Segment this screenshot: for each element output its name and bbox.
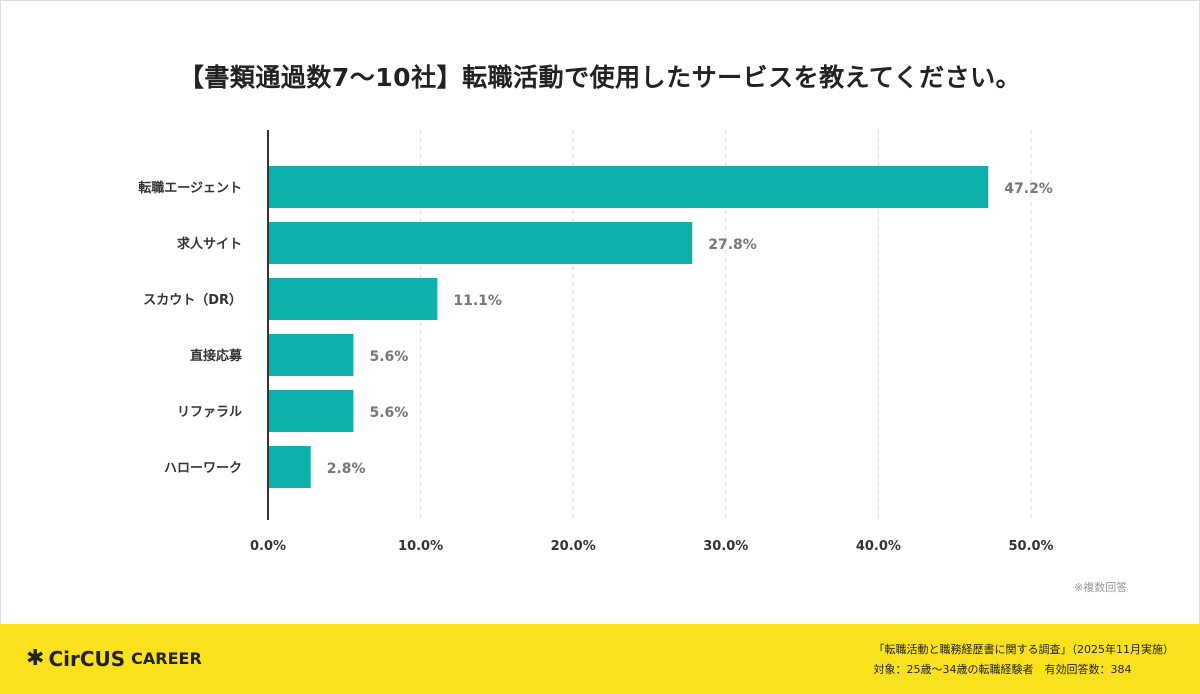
x-tick-label: 10.0% xyxy=(398,539,443,554)
bar-5 xyxy=(268,446,311,488)
chart-title: 【書類通過数7〜10社】転職活動で使用したサービスを教えてください。 xyxy=(178,63,1022,92)
circus-career-logo: ✱ CirCUS CAREER xyxy=(26,646,202,671)
footer: ✱ CirCUS CAREER 「転職活動と職務経歴書に関する調査」（2025年… xyxy=(0,624,1200,694)
x-tick-label: 40.0% xyxy=(856,539,901,554)
x-tick-label: 30.0% xyxy=(703,539,748,554)
value-label: 5.6% xyxy=(369,349,408,365)
bar-3 xyxy=(268,334,354,376)
survey-target: 対象：25歳〜34歳の転職経験者 有効回答数：384 xyxy=(873,663,1132,676)
logo-mark-icon: ✱ xyxy=(26,646,45,671)
logo-main: CirCUS xyxy=(48,646,126,671)
category-label: リファラル xyxy=(177,405,242,420)
value-label: 5.6% xyxy=(369,405,408,421)
value-label: 11.1% xyxy=(453,293,502,309)
category-label: 求人サイト xyxy=(177,236,242,252)
bar-0 xyxy=(268,166,989,208)
bar-4 xyxy=(268,390,354,432)
bar-2 xyxy=(268,278,438,320)
value-label: 47.2% xyxy=(1004,181,1053,197)
survey-info: 「転職活動と職務経歴書に関する調査」（2025年11月実施） 対象：25歳〜34… xyxy=(874,640,1175,680)
category-label: 転職エージェント xyxy=(138,180,242,196)
value-label: 27.8% xyxy=(708,237,757,253)
logo-sub: CAREER xyxy=(131,649,202,668)
multiple-answer-note: ※複数回答 xyxy=(1074,581,1128,594)
x-tick-label: 50.0% xyxy=(1008,539,1053,554)
value-label: 2.8% xyxy=(327,461,366,477)
bar-1 xyxy=(268,222,693,264)
x-tick-label: 0.0% xyxy=(250,539,286,554)
category-label: 直接応募 xyxy=(190,348,243,364)
x-tick-label: 20.0% xyxy=(551,539,596,554)
survey-name: 「転職活動と職務経歴書に関する調査」（2025年11月実施） xyxy=(873,643,1175,656)
category-label: ハローワーク xyxy=(164,461,242,476)
category-label: スカウト（DR） xyxy=(143,292,242,308)
